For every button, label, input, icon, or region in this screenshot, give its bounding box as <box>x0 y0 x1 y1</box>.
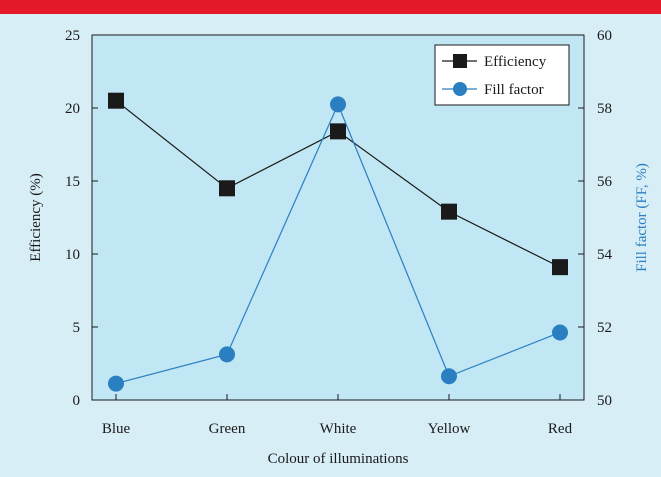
legend-label: Fill factor <box>484 82 544 98</box>
legend-circle-marker <box>453 82 467 96</box>
left-axis-title: Efficiency (%) <box>28 173 44 261</box>
legend-label: Efficiency <box>484 54 547 70</box>
left-tick-label: 15 <box>65 174 80 190</box>
fill-factor-point <box>552 324 568 341</box>
left-tick-label: 10 <box>65 247 80 263</box>
x-tick-label: Yellow <box>428 421 471 437</box>
left-tick-label: 0 <box>73 393 81 409</box>
x-axis-title: Colour of illuminations <box>268 451 409 467</box>
left-tick-label: 20 <box>65 101 80 117</box>
top-accent-bar <box>0 0 661 14</box>
fill-factor-point <box>108 375 124 392</box>
x-tick-label: Red <box>548 421 573 437</box>
left-tick-label: 5 <box>73 320 81 336</box>
right-axis-ticks: 50 52 54 56 58 60 <box>578 28 613 409</box>
left-axis-ticks: 0 5 10 15 20 25 <box>65 28 98 409</box>
x-tick-label: Blue <box>102 421 131 437</box>
series-layer <box>108 92 568 392</box>
right-tick-label: 58 <box>597 101 612 117</box>
legend-square-marker <box>453 54 467 68</box>
x-axis-ticks: Blue Green White Yellow Red <box>102 394 573 437</box>
right-tick-label: 50 <box>597 393 612 409</box>
right-axis-title: Fill factor (FF, %) <box>634 163 650 272</box>
right-tick-label: 52 <box>597 320 612 336</box>
x-tick-label: White <box>320 421 357 437</box>
fill-factor-point <box>330 96 346 113</box>
left-tick-label: 25 <box>65 28 80 44</box>
x-tick-label: Green <box>209 421 246 437</box>
efficiency-point <box>441 203 457 220</box>
fill-factor-point <box>219 346 235 363</box>
right-tick-label: 56 <box>597 174 613 190</box>
legend: Efficiency Fill factor <box>434 44 570 106</box>
efficiency-point <box>219 180 235 197</box>
efficiency-point <box>552 259 568 276</box>
efficiency-point <box>330 123 346 140</box>
fill-factor-point <box>441 368 457 385</box>
efficiency-point <box>108 92 124 109</box>
right-tick-label: 54 <box>597 247 613 263</box>
right-tick-label: 60 <box>597 28 612 44</box>
